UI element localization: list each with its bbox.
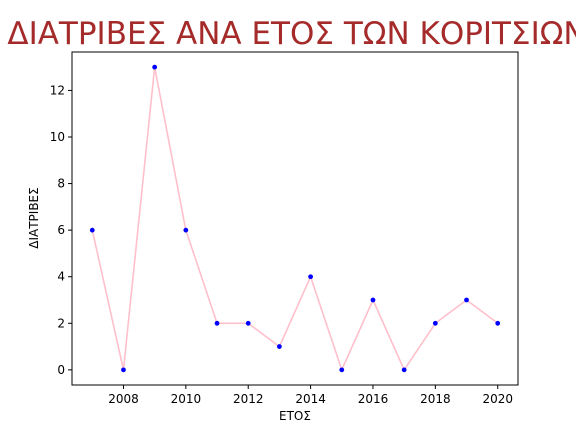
y-tick-label: 4 [57,270,65,284]
y-tick-label: 0 [57,363,65,377]
x-tick-label: 2016 [358,392,389,406]
data-point [277,344,282,349]
chart-title: ΔΙΑΤΡΙΒΕΣ ΑΝΑ ΕΤΟΣ ΤΩΝ ΚΟΡΙΤΣΙΩΝ [7,16,576,52]
x-tick-label: 2012 [233,392,264,406]
x-tick-label: 2008 [108,392,139,406]
x-tick-label: 2020 [482,392,513,406]
y-axis-label: ΔΙΑΤΡΙΒΕΣ [27,187,41,248]
data-point [245,320,251,326]
data-point [339,367,345,373]
data-point [183,227,189,233]
plot-frame [71,51,519,386]
data-point [152,64,158,70]
plot-area [89,64,501,373]
y-tick-label: 10 [50,130,65,144]
data-point [121,367,126,373]
y-axis: 0 2 4 6 8 10 12 [50,83,72,377]
data-point [401,367,407,373]
data-point [495,320,501,326]
x-axis-label: ΕΤΟΣ [279,409,311,423]
y-tick-label: 12 [50,83,65,97]
data-point [432,320,438,326]
data-point [89,227,95,233]
x-tick-label: 2014 [295,392,326,406]
x-tick-label: 2018 [420,392,451,406]
x-tick-label: 2010 [171,392,202,406]
data-point [214,320,220,326]
y-tick-label: 2 [57,316,65,330]
x-axis: 2008 2010 2012 2014 2016 2018 2020 [108,385,513,406]
series-line [91,66,499,373]
data-point [308,274,313,280]
data-point [370,297,376,303]
y-tick-label: 6 [57,223,65,237]
y-tick-label: 8 [57,177,65,191]
data-point [464,297,469,303]
